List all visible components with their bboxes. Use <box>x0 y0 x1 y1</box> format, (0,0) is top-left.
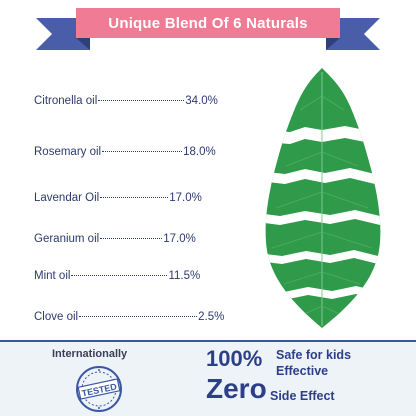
leader-dots <box>100 196 169 198</box>
tested-stamp-icon: TESTED <box>76 366 122 412</box>
oil-row: Rosemary oil 18.0% <box>34 146 264 162</box>
stat-100-percent: 100% <box>206 346 263 371</box>
oil-value: 11.5% <box>168 270 201 282</box>
leader-dots <box>71 274 168 276</box>
oil-name: Rosemary oil <box>34 146 102 158</box>
oil-row: Clove oil 2.5% <box>34 311 264 327</box>
internationally-label: Internationally <box>52 348 128 360</box>
stamp-text: TESTED <box>81 381 118 398</box>
leader-dots <box>98 99 185 101</box>
oil-value: 17.0% <box>163 233 196 245</box>
oil-value: 18.0% <box>183 146 216 158</box>
oil-name: Citronella oil <box>34 95 98 107</box>
ribbon-left-fold <box>76 38 90 50</box>
leaf-body <box>265 68 381 328</box>
stat-safe-for-kids: Safe for kids <box>276 348 352 362</box>
footer-divider <box>0 340 416 342</box>
oil-name: Geranium oil <box>34 233 100 245</box>
oil-value: 34.0% <box>185 95 218 107</box>
ribbon-right-fold <box>326 38 340 50</box>
ribbon-shape <box>36 8 380 50</box>
oil-row: Citronella oil 34.0% <box>34 95 264 111</box>
oil-row: Geranium oil 17.0% <box>34 233 264 249</box>
banner-title: Unique Blend Of 6 Naturals <box>108 14 308 32</box>
leader-dots <box>102 150 183 152</box>
footer-panel <box>0 342 416 416</box>
oil-name: Lavendar Oil <box>34 192 100 204</box>
oil-name: Clove oil <box>34 311 79 323</box>
oil-value: 2.5% <box>198 311 225 323</box>
stat-side-effect: Side Effect <box>270 389 335 403</box>
leader-dots <box>100 237 163 239</box>
stat-effective: Effective <box>276 364 329 378</box>
oil-row: Lavendar Oil 17.0% <box>34 192 264 208</box>
title-ribbon: Unique Blend Of 6 Naturals <box>0 0 416 56</box>
leader-dots <box>79 315 198 317</box>
striped-leaf-illustration <box>265 68 381 328</box>
stat-zero: Zero <box>206 373 267 404</box>
oil-value: 17.0% <box>169 192 202 204</box>
ribbon-band <box>76 8 340 38</box>
oil-row: Mint oil 11.5% <box>34 270 264 286</box>
oil-name: Mint oil <box>34 270 71 282</box>
